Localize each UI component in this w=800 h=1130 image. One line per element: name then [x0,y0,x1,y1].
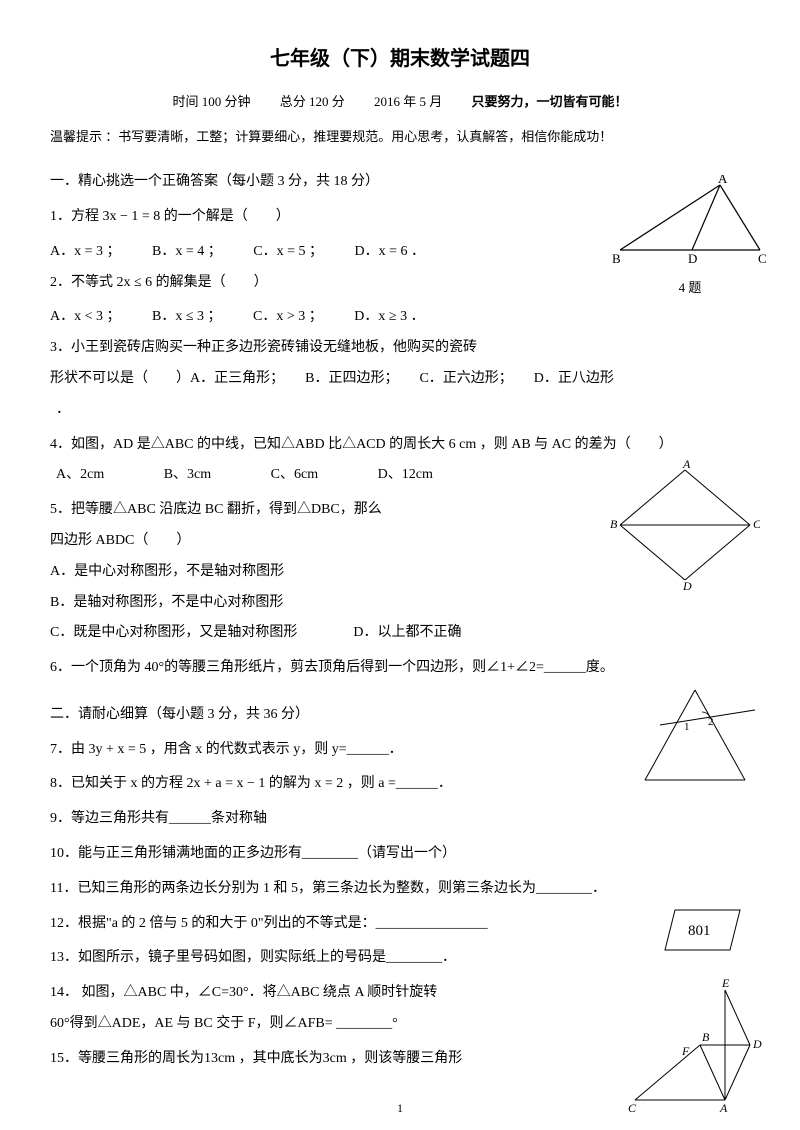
svg-text:C: C [753,517,760,531]
q5-b: B．是轴对称图形，不是中心对称图形 [50,588,750,619]
question-15: 15．等腰三角形的周长为13cm ，其中底长为3cm ，则该等腰三角形 [50,1044,750,1075]
svg-text:B: B [612,251,621,265]
svg-text:2: 2 [708,716,714,728]
question-5: 5．把等腰△ABC 沿底边 BC 翻折，得到△DBC，那么 四边形 ABDC（ … [50,495,750,649]
exam-subtitle: 时间 100 分钟 总分 120 分 2016 年 5 月 只要努力，一切皆有可… [50,90,750,115]
svg-text:D: D [752,1037,762,1051]
q1-b: B．x = 4 ； [152,244,222,259]
question-2: 2．不等式 2x ≤ 6 的解集是（ ） [50,268,750,299]
question-11: 11．已知三角形的两条边长分别为 1 和 5，第三条边长为整数，则第三条边长为_… [50,874,750,905]
page-number: 1 [397,1097,403,1120]
q14-line2: 60°得到△ADE，AE 与 BC 交于 F，则∠AFB= ________° [50,1009,750,1040]
svg-text:C: C [628,1101,637,1115]
exam-title: 七年级（下）期末数学试题四 [50,40,750,78]
motto: 只要努力，一切皆有可能！ [472,94,628,109]
svg-text:C: C [758,251,767,265]
q5-a: A．是中心对称图形，不是轴对称图形 [50,557,750,588]
q3-line2: 形状不可以是（ ）A．正三角形； B．正四边形； C．正六边形； D．正八边形 [50,364,750,395]
q1-c: C．x = 5 ； [253,244,323,259]
q14-line1: 14． 如图，△ABC 中，∠C=30°．将△ABC 绕点 A 顺时针旋转 [50,978,750,1009]
question-13: 13．如图所示，镜子里号码如图，则实际纸上的号码是________． [50,943,750,974]
hint-text: 温馨提示 ：书写要清晰，工整；计算要细心，推理要规范。用心思考，认真解答，相信你… [50,125,750,150]
question-10: 10．能与正三角形铺满地面的正多边形有________（请写出一个） [50,839,750,870]
q5-line1: 5．把等腰△ABC 沿底边 BC 翻折，得到△DBC，那么 [50,495,750,526]
q2-c: C．x > 3 ； [253,309,323,324]
question-1: 1．方程 3x − 1 = 8 的一个解是（ ） [50,202,750,233]
q1-d: D．x = 6 ． [354,244,425,259]
question-8: 8．已知关于 x 的方程 2x + a = x − 1 的解为 x = 2 ，则… [50,769,750,800]
svg-text:1: 1 [684,721,690,733]
q3-dot: ． [56,395,750,426]
q2-b: B．x ≤ 3 ； [152,309,222,324]
q2-a: A．x < 3 ； [50,309,121,324]
q4-c: C、6cm [271,467,318,482]
svg-text:A: A [682,460,691,471]
svg-text:A: A [719,1101,728,1115]
q2-options: A．x < 3 ； B．x ≤ 3 ； C．x > 3 ； D．x ≥ 3 ． [50,302,750,333]
question-12: 12．根据"a 的 2 倍与 5 的和大于 0"列出的不等式是：________… [50,909,750,940]
q3-line1: 3．小王到瓷砖店购买一种正多边形瓷砖铺设无缝地板，他购买的瓷砖 [50,333,750,364]
score-info: 总分 120 分 [280,94,345,109]
q2-text: 2．不等式 2x ≤ 6 的解集是（ ） [50,275,268,290]
svg-text:801: 801 [688,923,711,939]
q5-c: C．既是中心对称图形，又是轴对称图形 D．以上都不正确 [50,618,750,649]
question-14: 14． 如图，△ABC 中，∠C=30°．将△ABC 绕点 A 顺时针旋转 60… [50,978,750,1040]
q4-d: D、12cm [378,467,433,482]
q4-text: 4．如图，AD 是△ABC 的中线，已知△ABD 比△ACD 的周长大 6 cm… [50,430,750,461]
q5-line2: 四边形 ABDC（ ） [50,526,750,557]
q4-a: A、2cm [56,467,104,482]
q2-d: D．x ≥ 3 ． [354,309,424,324]
q4-b: B、3cm [164,467,211,482]
date-info: 2016 年 5 月 [374,94,442,109]
svg-text:A: A [718,175,728,186]
question-7: 7．由 3y + x = 5 ，用含 x 的代数式表示 y，则 y=______… [50,735,750,766]
q1-text: 1．方程 3x − 1 = 8 的一个解是（ ） [50,209,290,224]
question-9: 9．等边三角形共有______条对称轴 [50,804,750,835]
time-info: 时间 100 分钟 [172,94,250,109]
q1-a: A．x = 3 ； [50,244,121,259]
svg-text:D: D [688,251,697,265]
question-3: 3．小王到瓷砖店购买一种正多边形瓷砖铺设无缝地板，他购买的瓷砖 形状不可以是（ … [50,333,750,425]
